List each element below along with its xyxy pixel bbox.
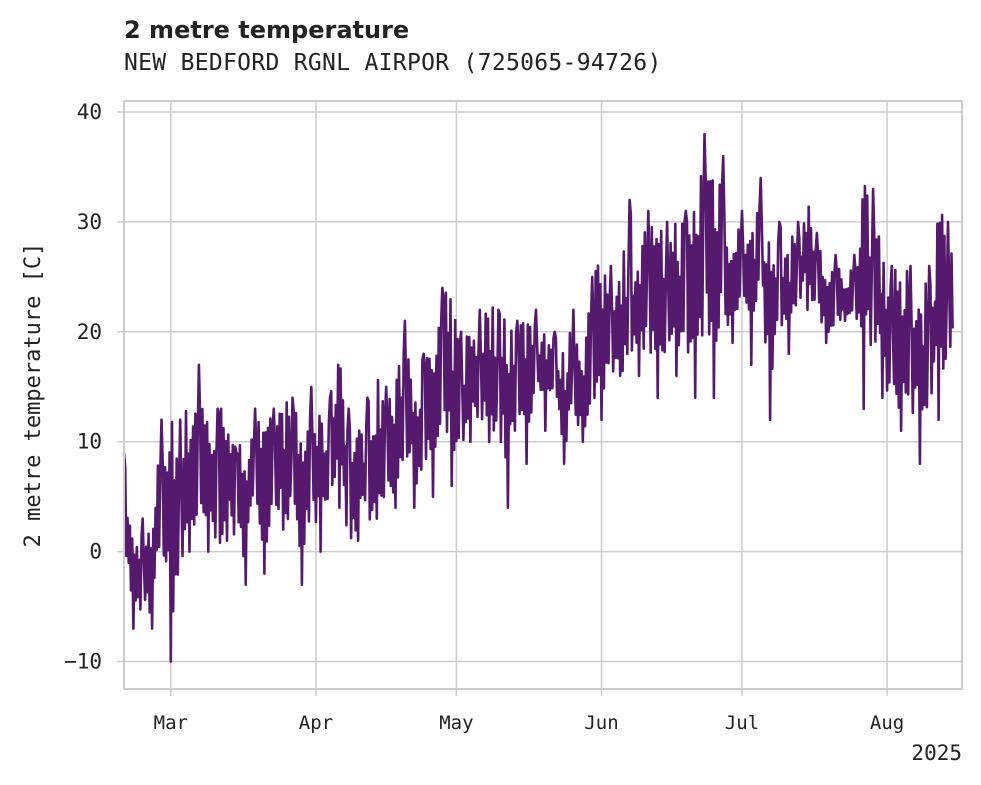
axes-frame xyxy=(123,100,963,690)
y-tick-label: 40 xyxy=(77,100,102,124)
y-axis-label: 2 metre temperature [C] xyxy=(21,243,46,548)
x-axis-offset-label: 2025 xyxy=(911,741,962,765)
y-tick-label: 0 xyxy=(89,540,102,564)
x-axis-ticks: Mar Apr May Jun Jul Aug xyxy=(154,689,904,734)
x-tick-label: May xyxy=(439,712,473,734)
y-tick-label: −10 xyxy=(64,650,102,674)
grid xyxy=(124,101,962,689)
plot-area xyxy=(122,132,954,663)
y-tick-label: 30 xyxy=(77,210,102,234)
x-tick-label: Aug xyxy=(870,712,904,734)
y-axis-ticks: −10 0 10 20 30 40 xyxy=(64,100,124,674)
x-tick-label: Jun xyxy=(584,712,618,734)
chart-title: 2 metre temperature xyxy=(124,16,410,44)
x-tick-label: Apr xyxy=(299,712,333,734)
chart-subtitle: NEW BEDFORD RGNL AIRPOR (725065-94726) xyxy=(124,50,662,76)
y-tick-label: 10 xyxy=(77,430,102,454)
temperature-series-line xyxy=(122,132,954,663)
x-tick-label: Jul xyxy=(725,712,759,734)
y-tick-label: 20 xyxy=(77,320,102,344)
x-tick-label: Mar xyxy=(154,712,188,734)
